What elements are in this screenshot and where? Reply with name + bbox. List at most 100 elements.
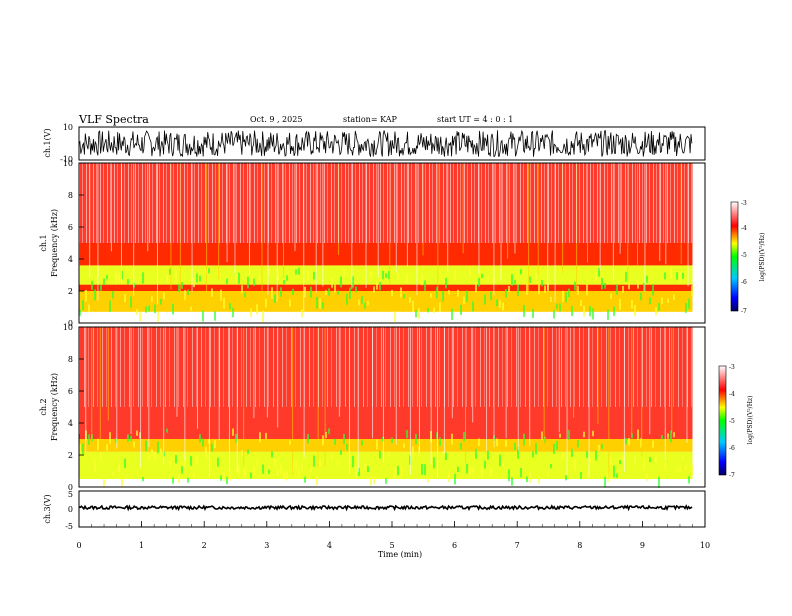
spec2-speckle	[142, 476, 144, 482]
spec2-speckle	[265, 432, 267, 439]
ch1-spectrogram-image	[79, 163, 693, 322]
spec2-speckle	[418, 446, 420, 456]
time-tick-label-2: 2	[202, 541, 207, 550]
spec1-speckle	[94, 289, 96, 301]
spec2-speckle	[541, 431, 543, 440]
spec1-speckle	[451, 308, 453, 320]
ch3-waveform-panel: 5 0 -5 ch.3(V)	[43, 490, 706, 531]
date-label: Oct. 9 , 2025	[250, 115, 302, 124]
spec2-speckle	[535, 443, 537, 455]
ch1-frequency-axis-label: Frequency (kHz)	[50, 209, 59, 277]
spec2-speckle	[670, 430, 672, 443]
spec2ticks-label-4: 8	[68, 355, 73, 364]
spec2-speckle	[616, 473, 618, 478]
spec1-speckle	[187, 289, 189, 296]
spec2-speckle	[565, 475, 567, 481]
spec1-speckle	[448, 290, 450, 295]
spec2-speckle	[241, 450, 243, 456]
ch1-spectrogram-frame	[78, 162, 706, 324]
spec1-speckle	[211, 288, 213, 297]
spec1-speckle	[208, 268, 210, 274]
spec1-speckle	[103, 278, 105, 285]
spec1-speckle	[598, 268, 600, 277]
spec1-speckle	[622, 285, 624, 293]
spec1-speckle	[538, 284, 540, 295]
spec1-speckle	[316, 296, 318, 309]
spec1-band-0	[79, 291, 693, 312]
ch1-cb-tick-7: -7	[741, 308, 747, 315]
spec1-speckle	[670, 267, 672, 279]
spec1-speckle	[277, 270, 279, 281]
spec1-speckle	[262, 310, 264, 322]
spec1-speckle	[118, 272, 120, 283]
spec2-speckle	[232, 428, 234, 436]
spec1-speckle	[661, 297, 663, 304]
spec2-speckle	[385, 478, 387, 484]
spec1-speckle	[466, 290, 468, 302]
spec2-speckle	[514, 442, 516, 450]
spec1-speckle	[541, 280, 543, 287]
spec2-speckle	[328, 428, 330, 435]
spec2-speckle	[325, 431, 327, 438]
spec1-speckle	[205, 269, 207, 274]
spec1-speckle	[247, 276, 249, 289]
spec2-speckle	[556, 440, 558, 450]
spec2-speckle	[250, 472, 252, 479]
spec2-speckle	[319, 460, 321, 467]
spec2-speckle	[538, 477, 540, 484]
spec1-speckle	[499, 299, 501, 309]
spec2-speckle	[124, 458, 126, 469]
spec1-speckle	[463, 296, 465, 305]
spec1-speckle	[274, 294, 276, 304]
spec2-speckle	[157, 441, 159, 454]
ch2-cb-tick-6: -6	[729, 445, 735, 452]
spec1-speckle	[418, 307, 420, 319]
spec2-speckle	[424, 464, 426, 476]
spec2-speckle	[676, 468, 678, 474]
spec2-speckle	[109, 432, 111, 444]
time-tick-label-4: 4	[327, 541, 332, 550]
spec2-speckle	[79, 443, 81, 453]
spec1-speckle	[82, 300, 84, 310]
spec2-speckle	[355, 466, 357, 478]
spec1-speckle	[559, 303, 561, 312]
spec1-speckle	[163, 292, 165, 300]
spec2-speckle	[121, 478, 123, 487]
spec1-speckle	[160, 298, 162, 305]
spec2-speckle	[586, 451, 588, 458]
spec1-upper-texture	[79, 163, 693, 243]
ch3-ytick-minus5: -5	[65, 522, 73, 531]
spec2-speckle	[307, 434, 309, 444]
spec1-speckle	[220, 289, 222, 302]
spec1-speckle	[88, 304, 90, 313]
ch1-colorbar-scale	[730, 201, 739, 312]
spec2-speckle	[664, 461, 666, 469]
spec1-speckle	[505, 289, 507, 298]
spec2-speckle	[340, 449, 342, 455]
spec1-speckle	[184, 290, 186, 301]
spec2-speckle	[361, 440, 363, 446]
spec2-speckle	[376, 439, 378, 450]
spec2-speckle	[667, 433, 669, 439]
spec2-speckle	[82, 443, 84, 455]
spec1-speckle	[673, 294, 675, 301]
spec2-speckle	[511, 477, 513, 486]
spec1-speckle	[610, 293, 612, 299]
spec1ticks-label-0: 0	[68, 319, 73, 328]
spec2-speckle	[589, 457, 591, 464]
spec1-speckle	[442, 290, 444, 302]
spec2ticks-label-5: 10	[63, 323, 73, 332]
spec1-speckle	[226, 278, 228, 284]
spec2-speckle	[481, 466, 483, 478]
spec2-speckle	[196, 455, 198, 464]
spec2-speckle	[628, 437, 630, 446]
spec2-speckle	[244, 468, 246, 478]
spec2-speckle	[370, 477, 372, 486]
ch1-colorbar: -3 -4 -5 -6 -7 log(PSD)(V²/Hz)	[730, 200, 766, 315]
spec1-speckle	[400, 287, 402, 298]
spec2-speckle	[271, 451, 273, 458]
spec1-speckle	[535, 273, 537, 280]
spec1-speckle	[112, 291, 114, 299]
spec1-speckle	[370, 271, 372, 278]
ch2-frequency-axis-label: Frequency (kHz)	[50, 373, 59, 441]
